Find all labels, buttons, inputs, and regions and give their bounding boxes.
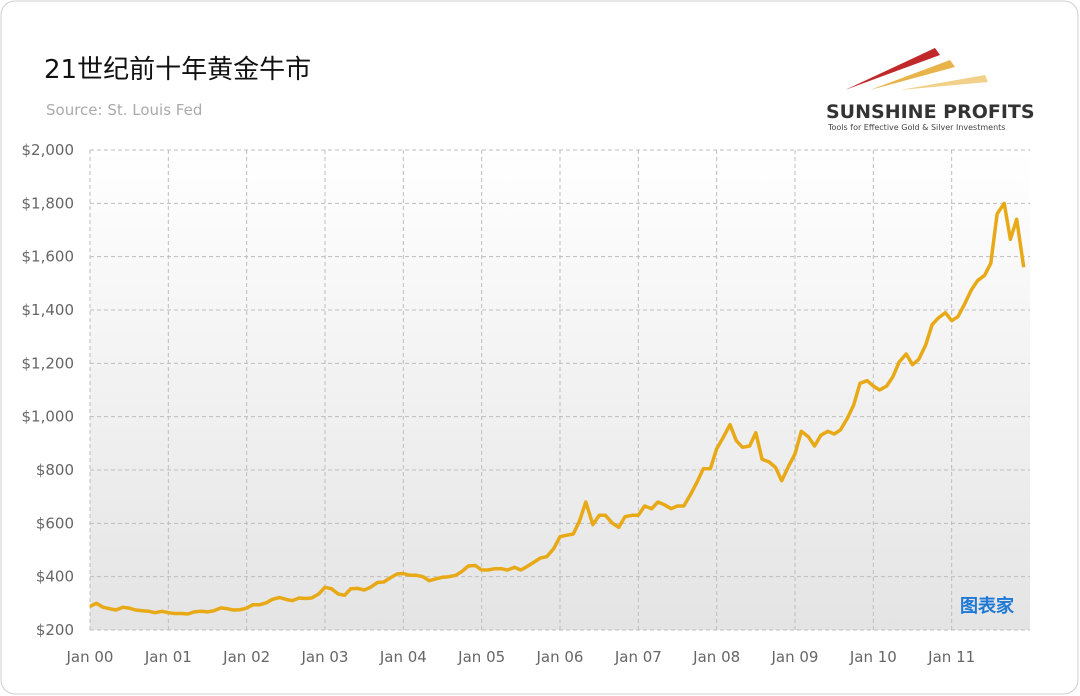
y-tick-label: $1,000 — [22, 408, 75, 426]
y-tick-label: $1,200 — [22, 354, 75, 372]
y-tick-label: $1,600 — [22, 248, 75, 266]
x-tick-label: Jan 10 — [849, 648, 897, 666]
logo-swoosh — [900, 75, 988, 90]
x-tick-label: Jan 04 — [379, 648, 427, 666]
logo-swoosh — [845, 48, 940, 90]
y-tick-label: $800 — [36, 461, 74, 479]
y-tick-label: $1,400 — [22, 301, 75, 319]
y-tick-label: $400 — [36, 568, 74, 586]
x-tick-label: Jan 03 — [301, 648, 349, 666]
watermark: 图表家 — [960, 595, 1015, 617]
subtitle: Source: St. Louis Fed — [46, 101, 202, 119]
x-tick-label: Jan 07 — [614, 648, 662, 666]
x-tick-label: Jan 00 — [66, 648, 114, 666]
x-tick-label: Jan 11 — [927, 648, 975, 666]
x-tick-label: Jan 08 — [692, 648, 740, 666]
logo-text: SUNSHINE PROFITS — [826, 101, 1035, 123]
x-tick-label: Jan 01 — [144, 648, 192, 666]
chart-title: 21世纪前十年黄金牛市 — [44, 55, 311, 85]
y-tick-label: $2,000 — [22, 141, 75, 159]
logo-swoosh — [870, 60, 955, 90]
logo-tagline: Tools for Effective Gold & Silver Invest… — [827, 123, 1005, 132]
price-line — [89, 201, 1026, 616]
x-tick-label: Jan 06 — [536, 648, 584, 666]
y-tick-label: $1,800 — [22, 194, 75, 212]
y-tick-label: $200 — [36, 621, 74, 639]
logo: SUNSHINE PROFITS Tools for Effective Gol… — [826, 48, 1035, 132]
x-tick-label: Jan 09 — [771, 648, 819, 666]
y-tick-label: $600 — [36, 514, 74, 532]
x-tick-label: Jan 02 — [222, 648, 270, 666]
x-tick-label: Jan 05 — [457, 648, 505, 666]
